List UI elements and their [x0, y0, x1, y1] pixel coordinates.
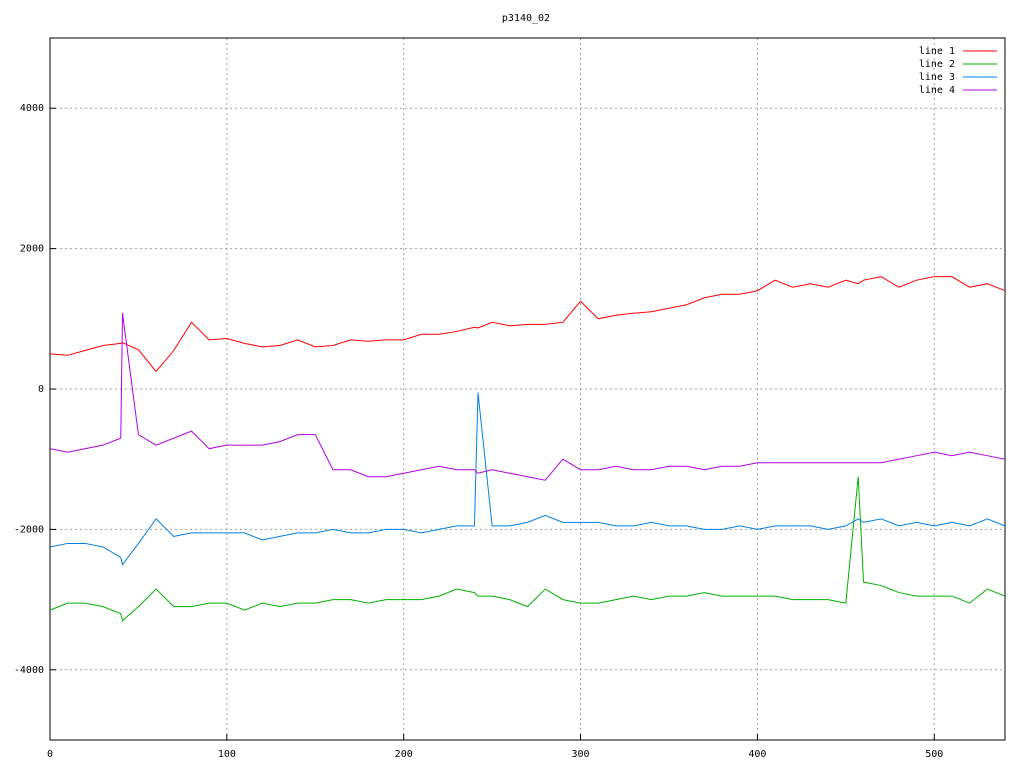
chart-title: p3140_02: [502, 13, 550, 24]
x-tick-label: 100: [218, 749, 236, 760]
line-series: [49, 476, 1006, 622]
legend-label: line 4: [919, 85, 955, 96]
y-tick-label: 4000: [20, 103, 44, 114]
x-tick-label: 300: [572, 749, 590, 760]
plot-border: [49, 37, 1006, 741]
x-tick-label: 200: [395, 749, 413, 760]
legend-label: line 1: [919, 46, 955, 57]
y-tick-label: 2000: [20, 244, 44, 255]
legend-label: line 3: [919, 72, 955, 83]
legend-label: line 2: [919, 59, 955, 70]
x-tick-label: 400: [748, 749, 766, 760]
x-tick-label: 500: [925, 749, 943, 760]
line-series: [49, 276, 1006, 373]
y-tick-label: -2000: [14, 524, 44, 535]
y-tick-label: -4000: [14, 665, 44, 676]
x-tick-label: 0: [47, 749, 53, 760]
line-series: [49, 313, 1006, 481]
line-series: [49, 392, 1006, 566]
y-tick-label: 0: [38, 384, 44, 395]
